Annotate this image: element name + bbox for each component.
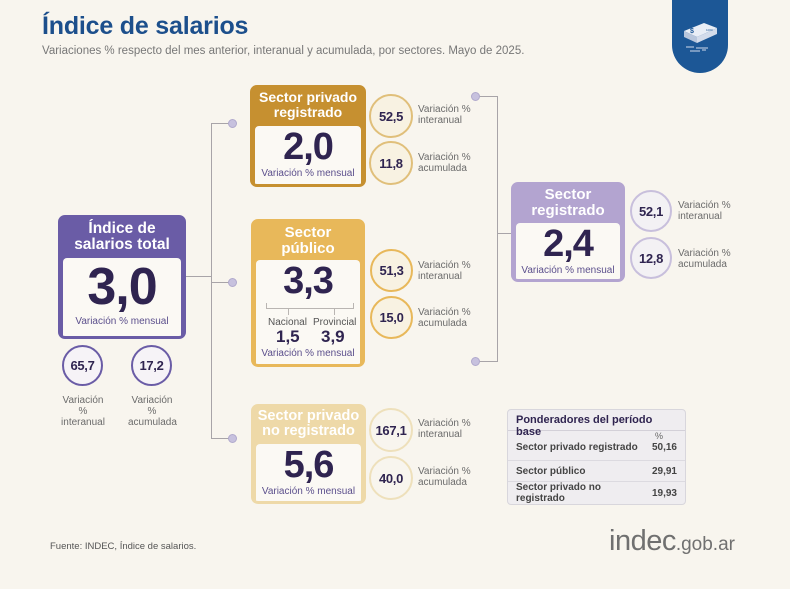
page-title: Índice de salarios [42,12,249,40]
connector-dot [228,278,237,287]
connector-line [211,123,233,124]
nacional-value: 1,5 [276,327,300,346]
provincial-label: Provincial [313,317,357,328]
sector-publico-box: Sector público 3,3 Nacional Provincial 1… [251,219,365,367]
connector-line [497,233,513,234]
no-registrado-interanual-circle: 167,1 [369,408,413,452]
sector-registrado-box: Sector registrado 2,4 Variación % mensua… [511,182,625,282]
indec-logo: indec.gob.ar [609,525,735,557]
total-index-title: Índice de salarios total [74,220,170,254]
source-note: Fuente: INDEC, Índice de salarios. [50,541,197,552]
svg-text:$: $ [690,28,694,35]
connector-line [478,361,498,362]
table-row: Sector privado registrado 50,16 [508,442,685,461]
bracket [266,303,354,309]
total-interanual-label: Variación % interanual [61,395,105,428]
no-registrado-acumulada-circle: 40,0 [369,456,413,500]
total-index-box: Índice de salarios total 3,0 Variación %… [58,215,186,339]
total-acumulada-circle: 17,2 [131,345,172,386]
money-badge: $ 1000 [672,0,728,73]
ponderadores-title: Ponderadores del período base [508,410,685,438]
connector-line [211,123,212,439]
total-monthly-value: 3,0 [87,258,157,316]
connector-line [478,96,498,97]
money-bundle-icon: $ 1000 [684,22,717,51]
sector-privado-no-registrado-box: Sector privado no registrado 5,6 Variaci… [251,404,366,504]
provincial-value: 3,9 [321,327,345,346]
privado-registrado-monthly-value: 2,0 [283,126,334,168]
connector-line [185,276,212,277]
registrado-monthly-value: 2,4 [543,223,594,265]
ponderadores-table: Ponderadores del período base % Sector p… [507,409,686,505]
publico-acumulada-circle: 15,0 [370,296,413,339]
connector-dot [228,434,237,443]
ponderadores-unit: % [654,431,663,441]
registrado-acumulada-circle: 12,8 [630,237,672,279]
table-row: Sector público 29,91 [508,461,685,482]
connector-line [211,438,233,439]
connector-line [211,282,233,283]
privado-registrado-interanual-circle: 52,5 [369,94,413,138]
publico-monthly-value: 3,3 [283,260,334,302]
connector-dot [471,357,480,366]
no-registrado-monthly-value: 5,6 [283,444,335,486]
total-interanual-circle: 65,7 [62,345,103,386]
sector-privado-registrado-box: Sector privado registrado 2,0 Variación … [250,85,366,187]
connector-dot [228,119,237,128]
total-monthly-label: Variación % mensual [75,316,169,327]
publico-interanual-circle: 51,3 [370,249,413,292]
privado-registrado-acumulada-circle: 11,8 [369,141,413,185]
registrado-interanual-circle: 52,1 [630,190,672,232]
total-acumulada-label: Variación % acumulada [128,395,177,428]
connector-dot [471,92,480,101]
svg-text:1000: 1000 [706,28,713,32]
table-row: Sector privado no registrado 19,93 [516,482,677,504]
page-subtitle: Variaciones % respecto del mes anterior,… [42,45,525,57]
nacional-label: Nacional [268,317,307,328]
connector-line [497,96,498,362]
